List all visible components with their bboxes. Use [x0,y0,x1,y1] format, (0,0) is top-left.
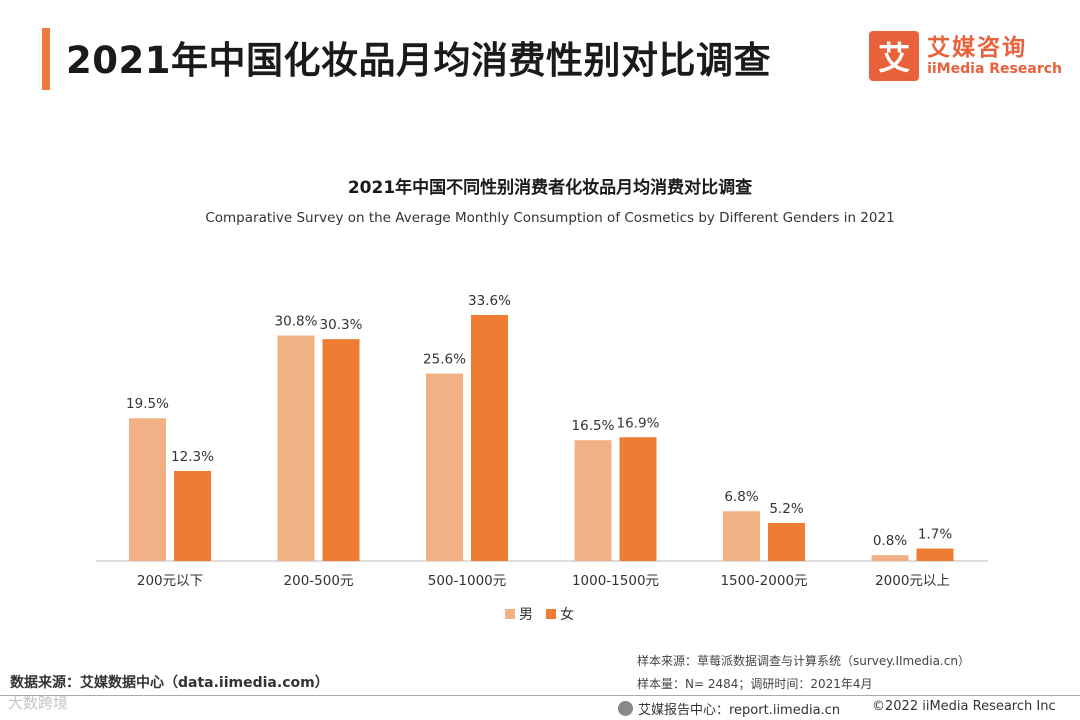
bar-male-4 [723,511,760,561]
logo-en-name: iiMedia Research [927,60,1062,77]
page-title: 2021年中国化妆品月均消费性别对比调查 [66,39,771,82]
data-source-left: 数据来源：艾媒数据中心（data.iimedia.com） [10,675,329,691]
data-label-male-4: 6.8% [724,489,758,505]
report-center-text: 艾媒报告中心：report.iimedia.cn [638,703,841,718]
bar-male-0 [129,418,166,561]
data-label-male-1: 30.8% [275,314,318,330]
report-globe-icon [618,701,633,716]
bar-female-4 [768,522,805,561]
data-label-female-2: 33.6% [468,293,511,309]
x-tick-label-5: 2000元以上 [875,573,950,589]
bars-group: 19.5% 12.3% 200元以下 30.8% 30.3% 200-500元 25.6% 3… [126,293,954,589]
legend-label-female: 女 [560,606,574,623]
bar-female-2 [471,315,508,561]
brand-logo: 艾 艾媒咨询 iiMedia Research [869,30,1062,82]
bar-male-5 [871,555,909,561]
x-tick-label-2: 500-1000元 [428,573,507,589]
sample-source: 样本来源：草莓派数据调查与计算系统（survey.IImedia.cn） [637,654,970,668]
legend-label-male: 男 [519,607,533,623]
sample-size: 样本量：N= 2484；调研时间：2021年4月 [637,677,873,691]
logo-mark-icon: 艾 [869,31,920,81]
chart-title: 2021年中国不同性别消费者化妆品月均消费对比调查 [348,177,753,198]
watermark: 大数跨境 [8,694,69,712]
data-label-female-3: 16.9% [617,415,660,431]
bar-male-3 [574,440,612,561]
chart-legend: 男女 [505,606,574,623]
data-label-female-0: 12.3% [171,449,214,465]
bar-male-2 [426,373,463,561]
bar-female-1 [322,339,360,561]
data-label-female-5: 1.7% [918,527,952,543]
bar-female-3 [619,437,657,561]
x-tick-label-1: 200-500元 [284,573,354,589]
x-tick-label-0: 200元以下 [137,573,203,589]
logo-cn-name: 艾媒咨询 [927,34,1028,61]
data-label-male-0: 19.5% [126,396,169,412]
bar-male-1 [277,335,315,561]
data-label-male-3: 16.5% [572,418,615,434]
x-tick-label-3: 1000-1500元 [572,573,659,589]
logo-text: 艾媒咨询 iiMedia Research [927,35,1062,78]
data-label-male-5: 0.8% [873,533,907,549]
x-tick-label-4: 1500-2000元 [720,573,807,589]
data-label-male-2: 25.6% [423,352,466,368]
copyright: ©2022 iiMedia Research Inc [872,699,1056,714]
legend-swatch-female [546,609,556,619]
bar-chart: 2021年中国不同性别消费者化妆品月均消费对比调查 Comparative Su… [96,177,988,623]
bar-female-5 [916,548,954,561]
legend-swatch-male [505,609,515,619]
footer-divider [0,695,1080,696]
bar-female-0 [174,470,211,561]
title-accent-bar [42,28,50,90]
chart-subtitle: Comparative Survey on the Average Monthl… [205,210,894,226]
data-label-female-1: 30.3% [320,317,363,333]
data-label-female-4: 5.2% [769,501,803,517]
report-center: 艾媒报告中心：report.iimedia.cn [618,699,840,718]
